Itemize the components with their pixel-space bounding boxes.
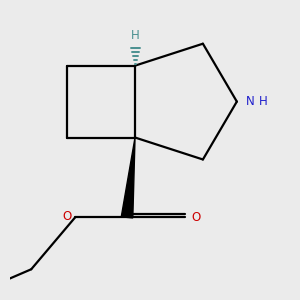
- Text: H: H: [259, 95, 268, 108]
- Text: O: O: [62, 210, 71, 223]
- Text: H: H: [131, 29, 140, 42]
- Text: O: O: [191, 211, 200, 224]
- Text: N: N: [246, 95, 255, 108]
- Polygon shape: [121, 137, 135, 218]
